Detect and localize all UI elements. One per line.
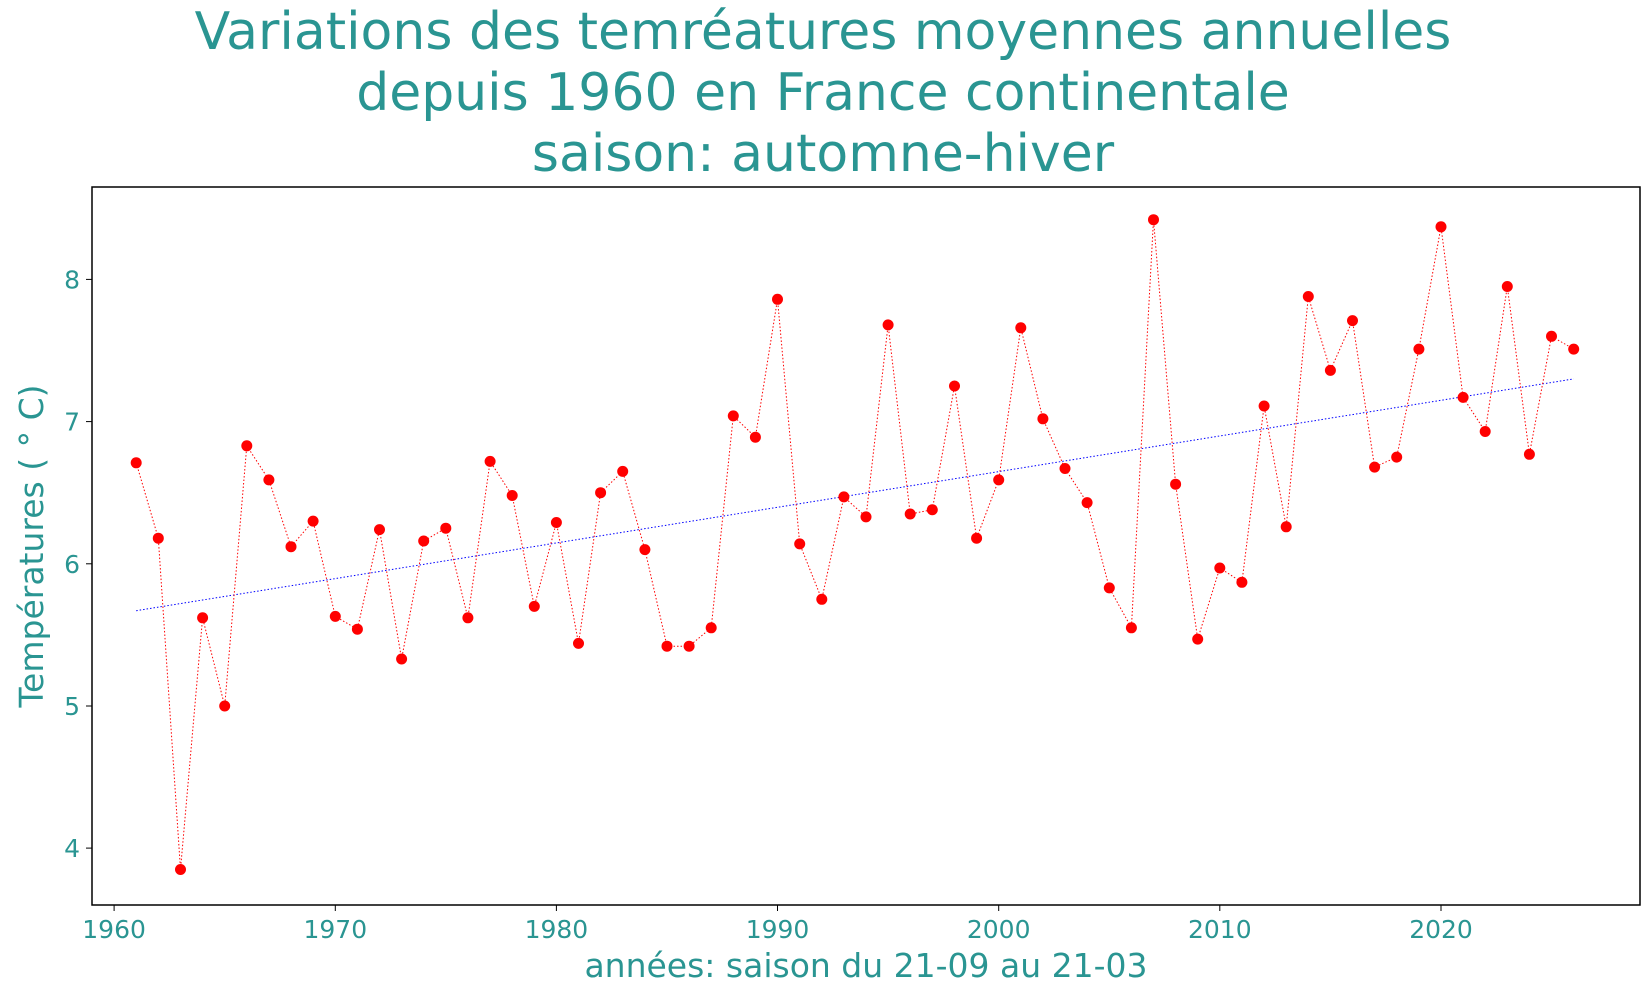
data-point xyxy=(462,612,474,624)
temperature-line xyxy=(135,219,1574,870)
series-layer xyxy=(135,219,1574,870)
data-point xyxy=(1103,582,1115,594)
data-point xyxy=(528,600,540,612)
data-point xyxy=(1192,633,1204,645)
data-point xyxy=(1302,291,1314,302)
y-tick-label: 8 xyxy=(64,265,80,294)
data-point xyxy=(197,612,209,624)
chart-title-line-1: Variations des temréatures moyennes annu… xyxy=(194,2,1452,62)
data-point xyxy=(993,474,1005,486)
x-tick-label: 1980 xyxy=(525,915,589,944)
data-point xyxy=(1081,497,1093,509)
data-point xyxy=(1125,622,1137,634)
x-tick-label: 1970 xyxy=(303,915,367,944)
data-point xyxy=(1435,221,1447,233)
data-point xyxy=(484,455,496,467)
data-point xyxy=(595,487,607,499)
y-axis-label: Températures ( ° C) xyxy=(12,385,51,709)
data-point xyxy=(219,700,231,712)
data-point xyxy=(860,511,872,523)
data-point xyxy=(1324,364,1336,376)
points-layer xyxy=(130,214,1580,875)
data-point xyxy=(241,440,253,452)
y-tick-label: 7 xyxy=(64,408,80,437)
y-tick-label: 5 xyxy=(64,692,80,721)
data-point xyxy=(904,508,916,520)
data-point xyxy=(1501,281,1513,292)
data-point xyxy=(1280,521,1292,533)
chart-title: Variations des temréatures moyennes annu… xyxy=(0,2,1646,185)
data-point xyxy=(1546,330,1557,342)
data-point xyxy=(683,640,695,652)
data-point xyxy=(506,490,518,501)
data-point xyxy=(1059,463,1071,474)
data-point xyxy=(550,517,562,528)
data-point xyxy=(705,622,717,634)
x-tick-label: 2010 xyxy=(1188,915,1252,944)
y-tick-label: 4 xyxy=(64,834,80,863)
data-point xyxy=(307,515,319,527)
data-point xyxy=(617,465,629,477)
data-point xyxy=(949,380,960,392)
data-point xyxy=(263,474,275,486)
chart-title-line-3: saison: automne-hiver xyxy=(531,124,1115,184)
data-point xyxy=(130,457,142,469)
data-point xyxy=(1568,343,1580,355)
plot-frame xyxy=(91,186,1641,906)
data-point xyxy=(772,293,783,305)
data-point xyxy=(573,637,584,649)
data-point xyxy=(816,593,828,605)
trend-layer xyxy=(136,378,1574,612)
x-tick-label: 1990 xyxy=(746,915,810,944)
data-point xyxy=(374,524,385,536)
data-point xyxy=(1391,451,1403,463)
data-point xyxy=(727,410,739,422)
data-point xyxy=(838,491,850,503)
chart-title-line-2: depuis 1960 en France continentale xyxy=(356,63,1290,123)
data-point xyxy=(971,532,983,544)
data-point xyxy=(639,544,651,556)
data-point xyxy=(1236,576,1248,588)
data-point xyxy=(1037,413,1049,425)
data-point xyxy=(794,538,806,550)
data-point xyxy=(351,623,363,635)
data-point xyxy=(396,653,408,665)
x-tick-label: 2020 xyxy=(1409,915,1473,944)
data-point xyxy=(882,319,894,331)
data-point xyxy=(661,640,673,652)
y-tick-label: 6 xyxy=(64,550,80,579)
data-point xyxy=(1347,315,1358,327)
data-point xyxy=(1148,214,1159,226)
data-point xyxy=(440,522,452,534)
data-point xyxy=(749,431,761,443)
data-point xyxy=(175,864,186,875)
data-point xyxy=(329,610,341,622)
x-axis-label: années: saison du 21-09 au 21-03 xyxy=(584,946,1147,985)
data-point xyxy=(285,541,297,553)
data-point xyxy=(1170,478,1182,490)
data-point xyxy=(1214,562,1226,574)
data-point xyxy=(926,504,938,516)
x-axis-ticks: 1960 1970 1980 1990 2000 2010 2020 xyxy=(82,905,1473,944)
data-point xyxy=(1479,426,1491,437)
x-tick-label: 1960 xyxy=(82,915,146,944)
data-point xyxy=(1523,448,1535,460)
data-point xyxy=(1369,461,1381,473)
data-point xyxy=(1413,343,1425,355)
data-point xyxy=(1457,391,1469,403)
x-tick-label: 2000 xyxy=(967,915,1031,944)
data-point xyxy=(418,535,430,547)
y-axis-ticks: 4 5 6 7 8 xyxy=(64,265,92,863)
data-point xyxy=(152,532,164,544)
trend-line xyxy=(136,378,1574,612)
data-point xyxy=(1258,400,1270,412)
data-point xyxy=(1015,322,1027,334)
